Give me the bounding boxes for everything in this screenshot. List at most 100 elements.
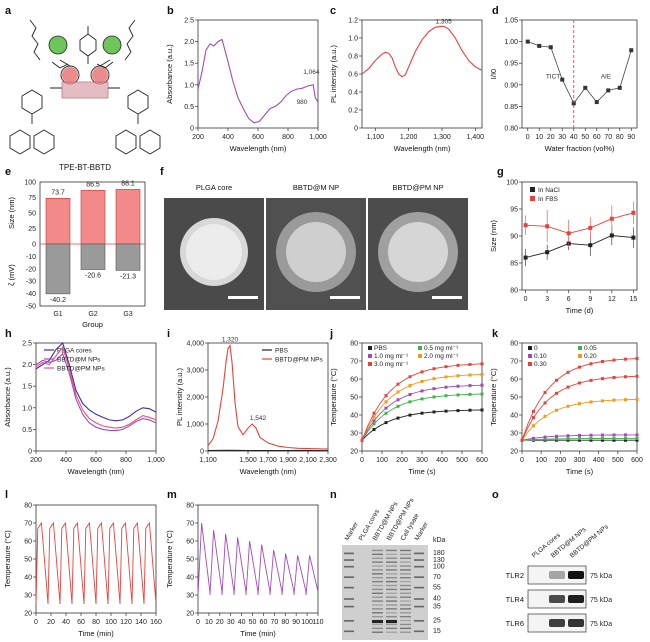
x-tick-label: 500 [612, 457, 624, 464]
zeta-bar [80, 243, 106, 270]
size-point [631, 235, 636, 240]
chart-g: 0 3 6 9 12 15 80 85 90 95 100 Time (d) Size (nm) In N… [489, 180, 637, 316]
x-tick-label: 200 [192, 134, 204, 141]
scale-bar-3 [432, 296, 462, 299]
panel-label-l: l [5, 489, 8, 501]
protein-band [372, 557, 383, 559]
heating-point [384, 406, 388, 410]
heating-point [566, 437, 570, 441]
y-tick-label: 20 [350, 449, 358, 456]
particle-m-core [286, 222, 346, 282]
y-tick-label: 2.5 [184, 18, 194, 25]
annotation-aie: AIE [601, 73, 612, 80]
panel-label-a: a [5, 5, 12, 17]
protein-band [372, 561, 383, 563]
x-tick-label: 12 [608, 296, 616, 303]
absorbance-line [35, 352, 157, 432]
protein-band [400, 612, 411, 614]
annotation-1305: 1,305 [436, 19, 453, 26]
heating-point [444, 394, 448, 398]
heating-point [456, 409, 460, 413]
size-point [588, 243, 593, 248]
protein-band [372, 549, 383, 552]
x-tick-label: 100 [301, 619, 313, 626]
marker-band [344, 630, 354, 633]
heating-point [384, 421, 388, 425]
protein-band [372, 631, 383, 633]
x-tick-label: 30 [227, 619, 235, 626]
y-axis-label: PL intensity (a.u.) [175, 367, 184, 426]
size-bar [115, 189, 141, 245]
protein-band [372, 596, 383, 598]
x-tick-label: 0 [196, 619, 200, 626]
protein-band [372, 592, 383, 594]
x-tick-label: 400 [593, 457, 605, 464]
y-tick-label: 100 [506, 180, 518, 187]
chart-k: 0 100 200 300 400 500 600 20 30 40 50 60 70 80 Time (s… [489, 341, 643, 477]
protein-band [372, 577, 383, 579]
protein-band [386, 623, 397, 626]
plot-frame [361, 19, 483, 129]
y-tick-label: 0.5 [22, 427, 32, 434]
x-tick-label: 50 [249, 619, 257, 626]
x-tick-label: 70 [604, 134, 612, 141]
particle-plga-core [186, 224, 242, 280]
protein-band [400, 557, 411, 559]
y-tick-label: -50 [26, 304, 36, 311]
strong-band [386, 620, 397, 624]
heating-point [532, 436, 535, 440]
y-tick-label: 60 [186, 539, 194, 546]
molecule-name: TPE-BT-BBTD [59, 163, 111, 172]
x-tick-label: 40 [62, 619, 70, 626]
heating-point [432, 395, 436, 399]
protein-band [400, 573, 411, 575]
heating-point [480, 408, 484, 412]
marker-band [414, 620, 424, 622]
y-tick-label: 60 [24, 539, 32, 546]
heating-point [384, 394, 388, 398]
legend-label: 3.0 mg ml⁻¹ [374, 361, 409, 368]
ratio-point [583, 85, 588, 90]
x-axis-label: Wavelength (nm) [68, 467, 125, 476]
y-tick-label: 40 [510, 413, 518, 420]
heating-point [624, 433, 627, 437]
pl-line [361, 25, 483, 78]
x-axis-label: Water fraction (vol%) [545, 144, 615, 153]
protein-band [372, 612, 383, 614]
legend-swatch [528, 354, 532, 358]
heating-point [372, 411, 376, 415]
x-tick-label: 1,100 [367, 134, 385, 141]
x-tick-label: 1,900 [279, 457, 297, 464]
y-tick-label: 0.6 [348, 72, 358, 79]
heating-point [420, 379, 424, 383]
protein-band [386, 588, 397, 591]
y-tick-label: -20 [26, 266, 36, 273]
size-point [631, 210, 636, 215]
ratio-line [527, 41, 632, 105]
x-axis-label: Time (d) [566, 306, 594, 315]
protein-band [372, 584, 383, 587]
micrograph-panel: PLGA core BBTD@M NP BBTD@PM NP [164, 183, 468, 310]
protein-band [400, 619, 411, 622]
y-tick-label: 0 [32, 242, 36, 249]
size-point [545, 250, 550, 255]
heating-point [456, 363, 460, 367]
panel-label-f: f [160, 166, 164, 178]
y-tick-label: 0 [28, 449, 32, 456]
y-tick-label: 50 [24, 557, 32, 564]
kda-tick: 25 [433, 618, 441, 625]
y-tick-label: 90 [510, 234, 518, 241]
size-line [525, 235, 634, 259]
y-tick-label: 0.4 [348, 90, 358, 97]
x-tick-label: 1,700 [259, 457, 277, 464]
blot-size-label: 75 kDa [590, 573, 612, 580]
marker-band [344, 598, 354, 600]
x-tick-label: 400 [222, 134, 234, 141]
heating-line [361, 374, 483, 441]
green-ring-left [48, 35, 68, 55]
legend-swatch [528, 346, 532, 350]
y-axis-label: Temperature (°C) [3, 530, 12, 588]
y-tick-label: 60 [510, 377, 518, 384]
heating-point [372, 428, 376, 432]
